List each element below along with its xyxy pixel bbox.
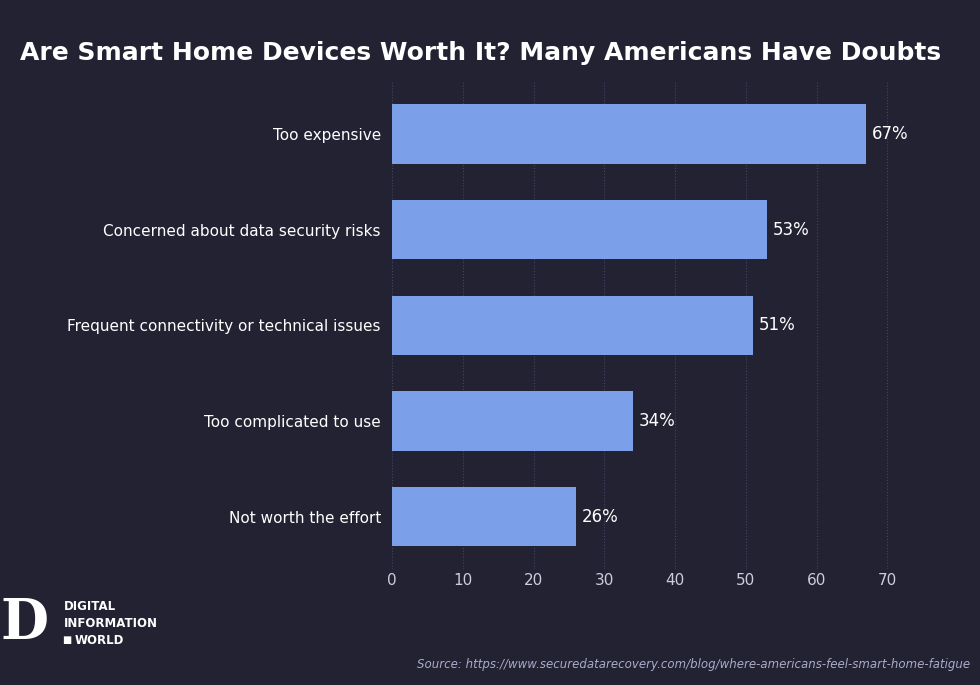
Text: D: D xyxy=(0,596,49,651)
Bar xyxy=(392,487,576,547)
Text: 51%: 51% xyxy=(759,316,796,334)
Text: ■: ■ xyxy=(62,636,71,645)
Text: 34%: 34% xyxy=(638,412,675,430)
Text: INFORMATION: INFORMATION xyxy=(64,617,158,630)
Text: 67%: 67% xyxy=(872,125,908,143)
Bar xyxy=(392,104,866,164)
Text: Are Smart Home Devices Worth It? Many Americans Have Doubts: Are Smart Home Devices Worth It? Many Am… xyxy=(20,41,941,65)
Text: 53%: 53% xyxy=(773,221,809,238)
Text: 26%: 26% xyxy=(582,508,618,526)
Bar xyxy=(392,296,753,355)
Text: Source: https://www.securedatarecovery.com/blog/where-americans-feel-smart-home-: Source: https://www.securedatarecovery.c… xyxy=(417,658,970,671)
Bar xyxy=(392,200,767,260)
Text: DIGITAL: DIGITAL xyxy=(64,600,116,612)
Bar xyxy=(392,391,633,451)
Text: WORLD: WORLD xyxy=(74,634,123,647)
